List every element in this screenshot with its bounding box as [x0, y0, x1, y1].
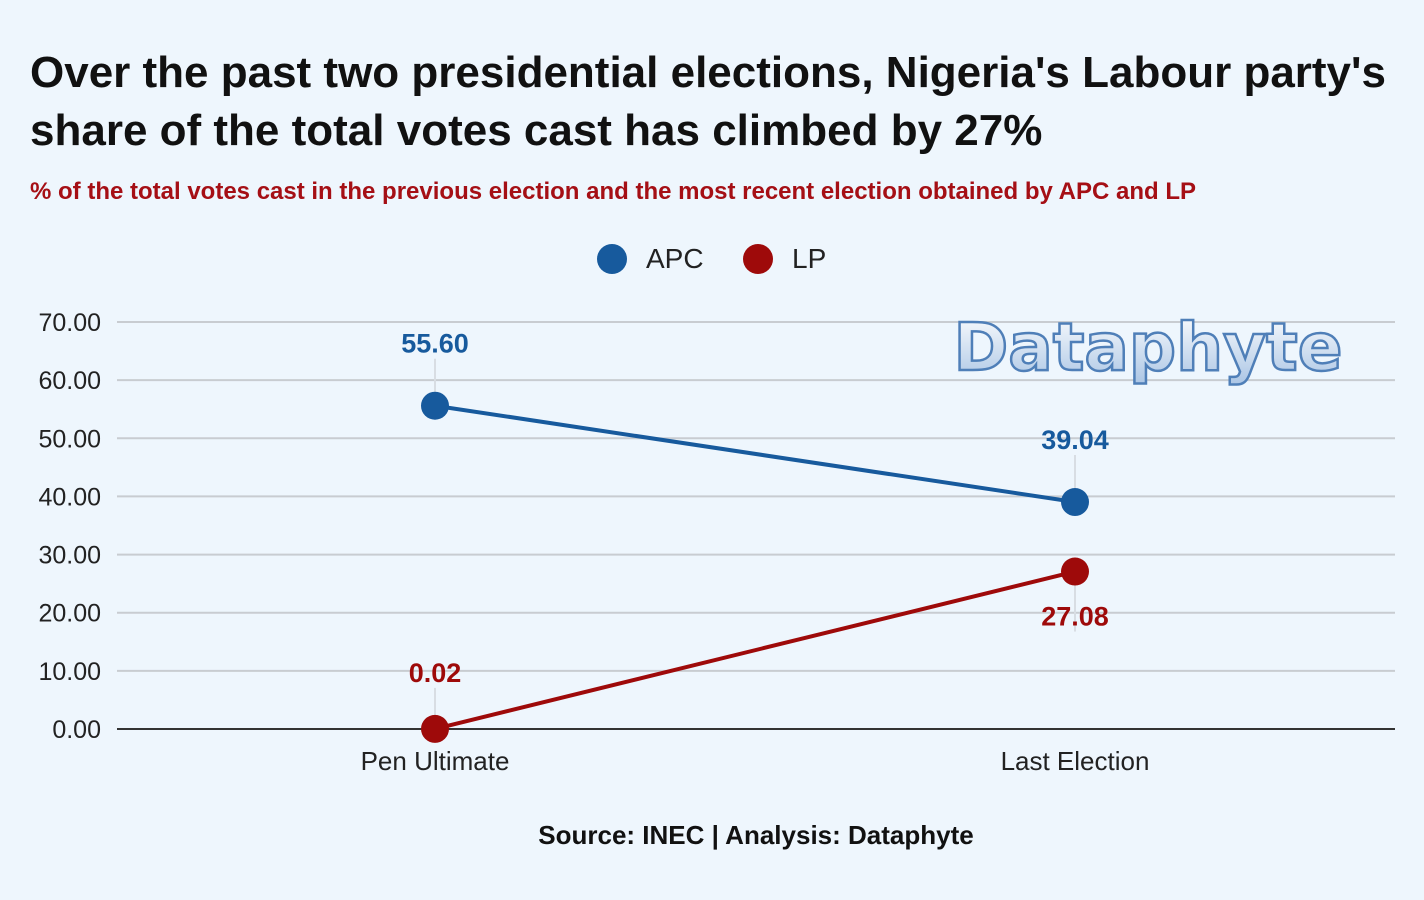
- lp-data-label: 27.08: [1041, 602, 1109, 632]
- y-tick-label: 30.00: [38, 542, 101, 570]
- lp-data-point: [421, 714, 449, 743]
- lp-data-label: 0.02: [409, 658, 462, 688]
- source-note: Source: INEC | Analysis: Dataphyte: [538, 820, 974, 850]
- legend-label-apc: APC: [646, 243, 704, 274]
- y-tick-label: 50.00: [38, 425, 101, 453]
- y-tick-label: 10.00: [38, 658, 101, 686]
- legend-label-lp: LP: [792, 243, 826, 274]
- y-tick-label: 0.00: [52, 716, 101, 744]
- lp-series-line: [434, 569, 1076, 731]
- apc-data-point: [1061, 488, 1089, 517]
- apc-series-line: [434, 403, 1076, 504]
- y-tick-label: 40.00: [38, 483, 101, 511]
- apc-data-label: 55.60: [401, 329, 469, 359]
- lp-data-point: [1061, 557, 1089, 586]
- x-tick-label: Pen Ultimate: [361, 746, 510, 776]
- y-tick-label: 60.00: [38, 367, 101, 395]
- legend-marker-lp: [743, 244, 773, 274]
- y-tick-label: 20.00: [38, 600, 101, 628]
- apc-data-point: [421, 391, 449, 420]
- y-tick-label: 70.00: [38, 309, 101, 337]
- chart-title: Over the past two presidential elections…: [30, 48, 1386, 155]
- chart-subtitle: % of the total votes cast in the previou…: [30, 178, 1196, 205]
- x-tick-label: Last Election: [1001, 746, 1150, 776]
- apc-data-label: 39.04: [1041, 425, 1109, 455]
- dataphyte-watermark: Dataphyte: [954, 309, 1343, 386]
- legend-marker-apc: [597, 244, 627, 274]
